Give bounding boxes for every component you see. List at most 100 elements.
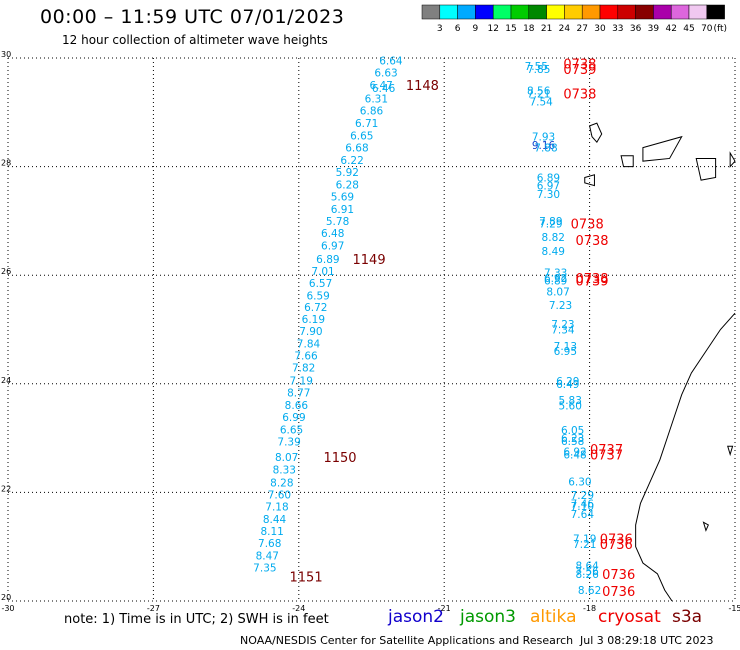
wave-height-label: 6.95 [554,346,577,358]
wave-height-label: 8.33 [273,465,296,477]
wave-height-label: 7.60 [268,490,291,502]
wave-height-label: 8.07 [546,286,569,298]
wave-height-label: 8.62 [578,585,601,597]
wave-height-label: 7.19 [290,376,313,388]
x-tick-label: -18 [583,604,596,613]
time-label: 1149 [353,253,386,268]
wave-height-label: 6.86 [360,106,384,118]
wave-height-label: 6.89 [316,254,339,266]
wave-height-label: 6.48 [321,228,344,240]
wave-height-label: 7.19 [573,534,596,546]
wave-height-label: 5.83 [559,395,582,407]
y-tick-label: 30 [1,50,11,59]
y-tick-label: 20 [1,593,11,602]
legend-label: 33 [612,24,623,34]
time-label: 0738 [575,272,608,287]
wave-height-label: 7.35 [253,562,276,574]
wave-height-label: 7.33 [544,267,567,279]
wave-height-label: 6.72 [304,302,327,314]
wave-height-label: 6.46 [372,83,396,95]
legend-label: 30 [594,24,606,34]
coastline [584,122,736,602]
legend-label: 21 [541,24,552,34]
legend-label: 15 [505,24,516,34]
x-tick-label: -30 [1,604,14,613]
satellite-s3a: s3a [672,607,703,627]
y-tick-label: 26 [1,267,11,276]
wave-height-label: 6.47 [369,80,392,92]
wave-height-label: 6.05 [561,425,584,437]
wave-height-label: 8.66 [285,400,309,412]
footnote: note: 1) Time is in UTC; 2) SWH is in fe… [64,612,329,627]
wave-height-label: 6.97 [321,240,344,252]
time-label: 0736 [602,568,635,583]
footer-timestamp: Jul 3 08:29:18 UTC 2023 [580,634,714,647]
legend-label: 36 [630,24,642,34]
wave-height-label: 7.68 [258,538,281,550]
legend-label: 18 [523,24,535,34]
x-tick-label: -27 [147,604,160,613]
satellite-altika: altika [530,607,577,627]
graticule: -30 -27 -24 -21 -18 -15 30 28 26 24 22 20 [1,50,740,613]
time-label: 0738 [563,57,596,72]
wave-height-label: 5.78 [326,216,349,228]
page-title: 00:00 – 11:59 UTC 07/01/2023 [40,6,345,28]
wave-height-label: 6.89 [544,276,567,288]
wave-height-label: 6.64 [379,56,403,68]
wave-height-label: 6.63 [374,68,397,80]
time-label: 0738 [571,218,604,233]
time-label: 0737 [590,443,623,458]
x-tick-label: -21 [438,604,451,613]
island-outline [695,157,717,181]
time-label: 0736 [602,585,635,600]
track-b-values: 7.557.858.567.217.547.939.167.886.896.97… [525,57,636,600]
time-label: 0739 [575,275,608,290]
time-label: 0738 [575,234,608,249]
legend-label: 45 [683,24,694,34]
wave-height-label: 7.21 [527,88,550,100]
wave-height-label: 7.90 [299,326,322,338]
legend-swatch [706,4,725,20]
wave-height-label: 7.39 [277,436,300,448]
wave-height-label: 8.49 [542,246,565,258]
wave-height-label: 6.28 [336,180,359,192]
wave-height-label: 6.65 [350,131,373,143]
wave-height-label: 7.54 [529,96,553,108]
wave-height-label: 8.77 [287,387,310,399]
islet-outline [727,445,734,457]
time-label: 1151 [290,571,323,586]
wave-height-label: 5.92 [336,167,359,179]
wave-height-label: 7.85 [527,64,550,76]
wave-height-label: 6.22 [340,155,363,167]
wave-height-label: 6.65 [280,424,303,436]
wave-height-label: 7.46 [571,498,595,510]
wave-height-label: 7.66 [294,351,318,363]
wave-height-label: 6.91 [331,204,354,216]
satellite-cryosat: cryosat [598,607,661,627]
wave-height-label: 7.84 [297,339,321,351]
wave-height-label: 7.01 [311,266,334,278]
legend-label: 9 [473,24,479,34]
x-tick-label: -24 [292,604,305,613]
wave-height-label: 6.48 [563,449,586,461]
wave-height-label: 8.44 [263,514,287,526]
wave-height-label: 8.47 [256,550,279,562]
wave-height-label: 8.28 [270,478,293,490]
wave-height-label: 7.13 [554,341,577,353]
time-label: 1150 [323,451,356,466]
island-outline [584,174,595,187]
wave-height-label: 7.18 [265,502,288,514]
wave-height-label: 7.89 [539,216,562,228]
wave-height-label: 7.23 [551,319,574,331]
time-label: 0737 [590,448,623,463]
wave-height-label: 5.60 [559,401,582,413]
wave-height-label: 6.23 [561,433,584,445]
legend-label: 39 [648,24,660,34]
color-legend: 3 6 9 12 15 18 21 24 27 30 33 36 39 42 45 70 (ft) [421,4,727,34]
wave-height-label: 6.57 [309,278,332,290]
wave-height-label: 6.29 [556,376,579,388]
footer-credit: NOAA/NESDIS Center for Satellite Applica… [240,634,574,647]
legend-label: 24 [559,24,571,34]
y-tick-label: 22 [1,484,11,493]
legend-label: 42 [665,24,676,34]
